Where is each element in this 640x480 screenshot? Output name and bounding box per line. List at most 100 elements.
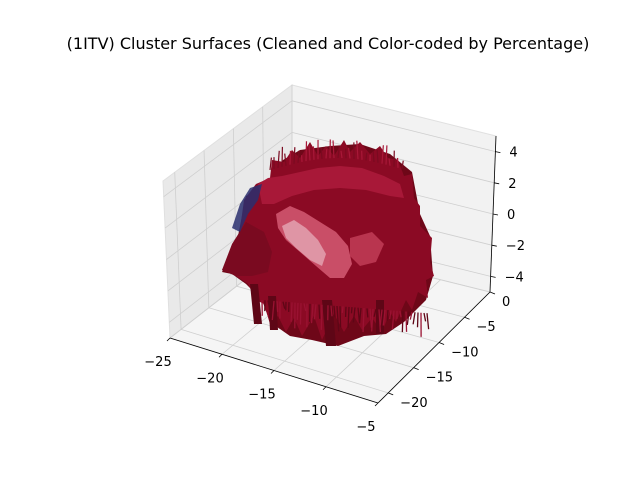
z-tick-label: −2 xyxy=(506,239,525,254)
surface-spike xyxy=(318,304,321,319)
surface-spike xyxy=(313,304,317,320)
y-tick-label: −5 xyxy=(477,320,496,335)
surface-spike xyxy=(276,301,279,312)
y-axis-line xyxy=(377,291,491,404)
surface-pink-streak xyxy=(350,232,384,266)
z-axis-ticks: −4 −2 0 2 4 xyxy=(490,146,525,285)
z-tick-mark xyxy=(495,151,501,153)
surface-spike xyxy=(371,308,374,332)
surface-spike-top xyxy=(337,146,340,159)
cluster-surface xyxy=(222,139,434,346)
x-tick-mark xyxy=(218,353,223,358)
surface-light-sheen xyxy=(282,220,326,266)
surface-spike xyxy=(401,311,404,333)
surface-spike xyxy=(358,307,362,324)
surface-spike xyxy=(366,308,369,318)
surface-bright-ridge xyxy=(258,166,404,204)
surface-spike xyxy=(339,306,342,328)
y-tick-label: −15 xyxy=(426,371,453,386)
surface-spike-top xyxy=(332,140,335,159)
x-tick-label: −25 xyxy=(144,355,171,370)
surface-spike xyxy=(267,300,271,309)
surface-spike xyxy=(330,305,333,317)
surface-spike xyxy=(336,305,340,332)
surface-spike xyxy=(310,304,314,324)
surface-spike xyxy=(303,303,307,312)
surface-spike xyxy=(352,307,356,323)
z-grid-line-wall xyxy=(163,100,293,198)
surface-spike xyxy=(290,302,293,322)
x-tick-mark xyxy=(322,386,327,391)
chart-title: (1ITV) Cluster Surfaces (Cleaned and Col… xyxy=(67,34,590,53)
surface-spike xyxy=(391,310,395,330)
y-tick-mark xyxy=(464,316,470,320)
z-tick-label: 0 xyxy=(507,208,515,223)
z-tick-mark xyxy=(492,213,499,216)
surface-spike xyxy=(389,310,392,320)
surface-spike-top xyxy=(376,149,379,163)
surface-spike xyxy=(347,306,350,328)
z-tick-mark xyxy=(491,244,497,247)
surface-spike xyxy=(426,313,430,330)
surface-spike xyxy=(282,301,286,309)
x-tick-mark xyxy=(270,370,275,374)
surface-spike xyxy=(341,306,344,314)
surface-spike-top xyxy=(284,153,287,166)
x-tick-label: −10 xyxy=(300,404,327,419)
surface-left-lobe xyxy=(222,222,272,276)
z-tick-label: −4 xyxy=(505,270,524,285)
z-tick-mark xyxy=(490,276,496,278)
surface-spike xyxy=(373,308,377,317)
surface-spike xyxy=(269,300,272,315)
surface-spike-top xyxy=(277,150,280,168)
surface-spike-top xyxy=(297,150,300,163)
y-tick-mark xyxy=(438,342,445,345)
surface-spike xyxy=(409,311,413,320)
z-grid-line-wall xyxy=(164,132,293,229)
surface-spike-top xyxy=(347,147,351,159)
surface-spike xyxy=(350,307,353,314)
y-tick-mark xyxy=(489,291,496,295)
x-tick-label: −5 xyxy=(356,420,375,435)
surface-spike-top xyxy=(365,152,368,161)
surface-spike xyxy=(369,308,373,328)
surface-spike xyxy=(320,304,323,330)
x-tick-label: −20 xyxy=(196,371,223,386)
surface-spikes xyxy=(261,139,430,337)
surface-spike xyxy=(296,302,299,320)
surface-spike-top xyxy=(320,147,323,159)
x-tick-mark xyxy=(166,337,171,342)
surface-spike xyxy=(299,303,302,325)
x-tick-label: −15 xyxy=(248,388,275,403)
surface-spike-top xyxy=(269,157,272,171)
surface-spike xyxy=(379,309,383,326)
surface-spike xyxy=(406,311,410,326)
z-tick-label: 2 xyxy=(508,177,516,192)
y-tick-mark xyxy=(413,367,419,371)
surface-spike-top xyxy=(388,158,391,166)
z-tick-label: 4 xyxy=(509,146,517,161)
surface-spike xyxy=(333,305,336,318)
surface-spike-top xyxy=(401,160,404,169)
z-tick-mark xyxy=(494,182,500,185)
x-tick-mark xyxy=(374,402,379,407)
y-tick-label: −20 xyxy=(400,396,427,411)
surface-spike-top xyxy=(325,149,328,159)
surface-spike xyxy=(423,312,427,322)
surface-spike xyxy=(386,310,389,321)
surface-spike xyxy=(378,309,382,333)
surface-spike-top xyxy=(385,145,388,165)
y-tick-mark xyxy=(388,392,394,396)
surface-spike xyxy=(399,310,402,318)
surface-spike-top xyxy=(312,146,315,160)
y-axis-ticks: −20 −15 −10 −5 0 xyxy=(388,291,510,411)
surface-spike-top xyxy=(340,150,343,159)
surface-spike xyxy=(405,311,408,332)
surface-spike-top xyxy=(308,144,311,161)
surface-blue-edge xyxy=(232,184,262,232)
surface-spike xyxy=(382,309,386,326)
x-axis-ticks: −25 −20 −15 −10 −5 xyxy=(144,337,379,435)
surface-spike xyxy=(362,308,365,333)
y-grid-line xyxy=(180,328,389,394)
